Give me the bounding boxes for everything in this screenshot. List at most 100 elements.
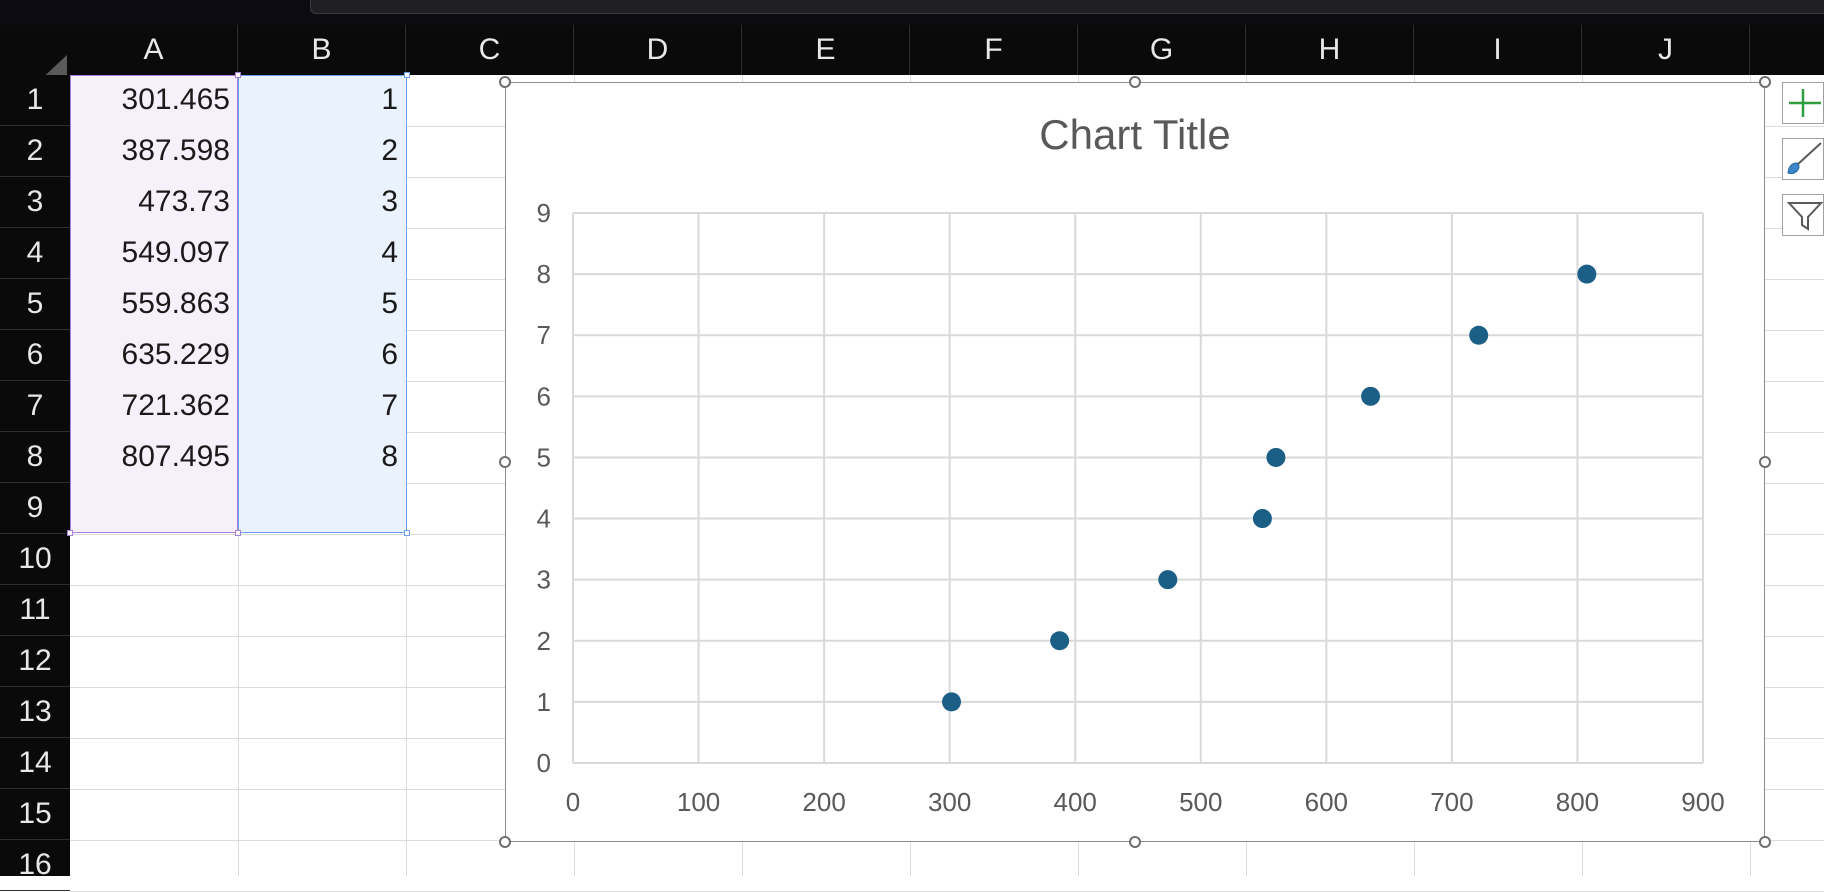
row-header-7[interactable]: 7 xyxy=(0,381,70,432)
chart-resize-handle-bottom-right[interactable] xyxy=(1759,836,1771,848)
y-tick-label: 6 xyxy=(537,381,551,411)
row-header-4[interactable]: 4 xyxy=(0,228,70,279)
add-chart-element-icon xyxy=(1789,89,1821,117)
cell-a5[interactable]: 559.863 xyxy=(121,287,230,320)
range-a-handle-bottom-left[interactable] xyxy=(67,530,73,536)
formula-bar-edge xyxy=(310,0,1824,14)
x-tick-label: 200 xyxy=(802,787,845,817)
range-b-handle-bottom-right[interactable] xyxy=(404,530,410,536)
cell-a8[interactable]: 807.495 xyxy=(121,440,230,473)
data-point[interactable] xyxy=(1050,631,1070,651)
chart-styles-button[interactable] xyxy=(1782,138,1824,180)
chart-resize-handle-bottom-left[interactable] xyxy=(499,836,511,848)
column-header-i[interactable]: I xyxy=(1414,25,1582,75)
cell-b5[interactable]: 5 xyxy=(381,287,398,320)
selected-range-b xyxy=(239,76,406,533)
cell-b4[interactable]: 4 xyxy=(381,236,398,269)
row-header-13[interactable]: 13 xyxy=(0,687,70,738)
scatter-chart[interactable]: Chart Title 0 100 200 300 400 500 600 700 800 900… xyxy=(505,82,1765,842)
data-point[interactable] xyxy=(942,692,962,712)
row-header-10[interactable]: 10 xyxy=(0,534,70,585)
x-tick-label: 900 xyxy=(1681,787,1724,817)
column-header-a[interactable]: A xyxy=(70,25,238,75)
window-top-bar xyxy=(0,0,1824,25)
y-tick-label: 2 xyxy=(537,626,551,656)
row-header-15[interactable]: 15 xyxy=(0,789,70,840)
y-tick-label: 5 xyxy=(537,442,551,472)
column-header-j[interactable]: J xyxy=(1582,25,1750,75)
y-tick-label: 3 xyxy=(537,565,551,595)
x-tick-label: 700 xyxy=(1430,787,1473,817)
cell-b3[interactable]: 3 xyxy=(381,185,398,218)
cell-a2[interactable]: 387.598 xyxy=(121,134,230,167)
column-header-f[interactable]: F xyxy=(910,25,1078,75)
chart-title[interactable]: Chart Title xyxy=(1039,111,1231,158)
row-header-2[interactable]: 2 xyxy=(0,126,70,177)
select-all-corner[interactable] xyxy=(0,25,70,97)
data-point[interactable] xyxy=(1577,264,1597,284)
x-tick-label: 300 xyxy=(928,787,971,817)
column-header-row xyxy=(0,25,1824,75)
row-header-5[interactable]: 5 xyxy=(0,279,70,330)
chart-plot-area[interactable]: 0 100 200 300 400 500 600 700 800 900 0 1 2 3 4 5 6 7 8 9 xyxy=(506,83,1763,840)
row-header-9[interactable]: 9 xyxy=(0,483,70,534)
range-b-outline[interactable] xyxy=(238,75,407,533)
cell-b7[interactable]: 7 xyxy=(381,389,398,422)
row-header-8[interactable]: 8 xyxy=(0,432,70,483)
column-header-g[interactable]: G xyxy=(1078,25,1246,75)
row-header-12[interactable]: 12 xyxy=(0,636,70,687)
row-header-6[interactable]: 6 xyxy=(0,330,70,381)
chart-resize-handle-left[interactable] xyxy=(499,456,511,468)
row-header-3[interactable]: 3 xyxy=(0,177,70,228)
chart-resize-handle-top-left[interactable] xyxy=(499,76,511,88)
row-header-16[interactable]: 16 xyxy=(0,840,70,891)
cell-b6[interactable]: 6 xyxy=(381,338,398,371)
data-point[interactable] xyxy=(1361,386,1381,406)
chart-resize-handle-top-right[interactable] xyxy=(1759,76,1771,88)
x-tick-label: 500 xyxy=(1179,787,1222,817)
y-tick-label: 7 xyxy=(537,320,551,350)
chart-elements-button[interactable] xyxy=(1782,82,1824,124)
cell-a6[interactable]: 635.229 xyxy=(121,338,230,371)
row-header-14[interactable]: 14 xyxy=(0,738,70,789)
range-b-handle-top-right[interactable] xyxy=(404,72,410,78)
column-header-b[interactable]: B xyxy=(238,25,406,75)
data-point[interactable] xyxy=(1252,509,1272,529)
row-header-1[interactable]: 1 xyxy=(0,75,70,126)
row-header-11[interactable]: 11 xyxy=(0,585,70,636)
row-header-column xyxy=(0,75,70,876)
column-header-h[interactable]: H xyxy=(1246,25,1414,75)
chart-resize-handle-right[interactable] xyxy=(1759,456,1771,468)
cell-a4[interactable]: 549.097 xyxy=(121,236,230,269)
column-header-e[interactable]: E xyxy=(742,25,910,75)
chart-filter-icon xyxy=(1786,202,1823,231)
x-tick-label: 800 xyxy=(1556,787,1599,817)
range-a-handle-top-right[interactable] xyxy=(235,72,241,78)
y-tick-label: 1 xyxy=(537,687,551,717)
x-tick-label: 400 xyxy=(1054,787,1097,817)
data-point[interactable] xyxy=(1158,570,1178,590)
cell-a3[interactable]: 473.73 xyxy=(138,185,230,218)
column-header-c[interactable]: C xyxy=(406,25,574,75)
cell-b1[interactable]: 1 xyxy=(381,83,398,116)
cell-a7[interactable]: 721.362 xyxy=(121,389,230,422)
y-tick-label: 8 xyxy=(537,259,551,289)
data-point[interactable] xyxy=(1469,325,1489,345)
x-tick-label: 600 xyxy=(1305,787,1348,817)
selected-range-a xyxy=(71,76,238,533)
x-tick-label: 0 xyxy=(566,787,580,817)
y-tick-label: 0 xyxy=(537,748,551,778)
chart-resize-handle-top[interactable] xyxy=(1129,76,1141,88)
chart-style-brush-icon xyxy=(1787,142,1822,175)
column-header-d[interactable]: D xyxy=(574,25,742,75)
cell-a1[interactable]: 301.465 xyxy=(121,83,230,116)
cell-b8[interactable]: 8 xyxy=(381,440,398,473)
y-tick-label: 9 xyxy=(537,198,551,228)
cell-b2[interactable]: 2 xyxy=(381,134,398,167)
x-tick-label: 100 xyxy=(677,787,720,817)
range-a-handle-bottom-right[interactable] xyxy=(235,530,241,536)
chart-resize-handle-bottom[interactable] xyxy=(1129,836,1141,848)
data-point[interactable] xyxy=(1266,447,1286,467)
chart-filters-button[interactable] xyxy=(1782,194,1824,236)
range-a-outline[interactable] xyxy=(70,75,238,533)
